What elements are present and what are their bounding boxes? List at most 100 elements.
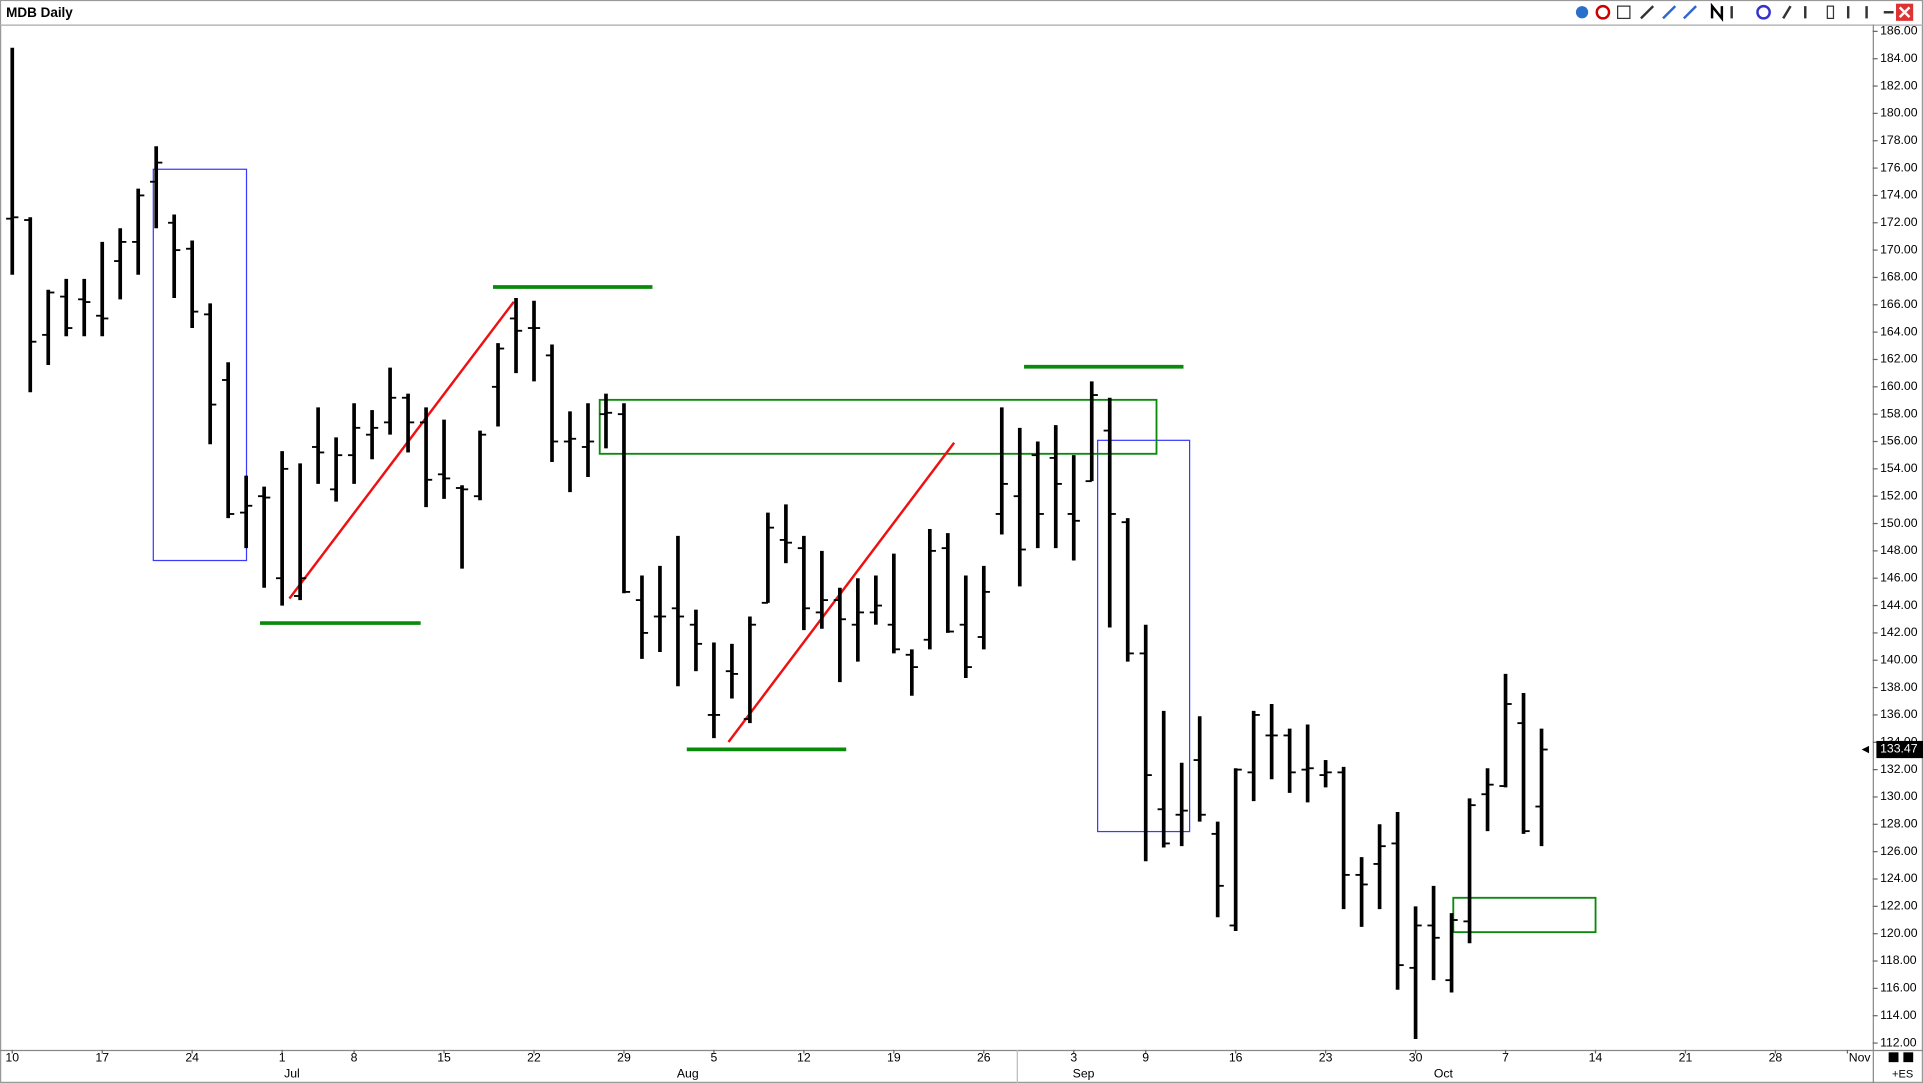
ohlc-bar bbox=[204, 303, 217, 445]
blue-box bbox=[1097, 439, 1191, 833]
y-tick-label: 172.00 bbox=[1880, 215, 1918, 229]
y-tick-label: 148.00 bbox=[1880, 543, 1918, 557]
tool-icon[interactable] bbox=[1826, 5, 1835, 20]
y-tick-label: 180.00 bbox=[1880, 106, 1918, 120]
y-tick-label: 154.00 bbox=[1880, 461, 1918, 475]
x-tick-label: 14 bbox=[1589, 1051, 1603, 1065]
tool-icon[interactable] bbox=[1595, 4, 1611, 20]
y-tick-label: 138.00 bbox=[1880, 680, 1918, 694]
ohlc-bar bbox=[1193, 716, 1206, 822]
ohlc-bar bbox=[1301, 724, 1314, 803]
ohlc-bar bbox=[995, 407, 1008, 535]
ohlc-bar bbox=[491, 343, 505, 427]
x-tick-label: 10 bbox=[5, 1051, 19, 1065]
last-price-label: 133.47 bbox=[1880, 742, 1918, 756]
ohlc-bar bbox=[132, 188, 145, 275]
blue-box bbox=[152, 168, 248, 562]
ohlc-bar bbox=[1229, 768, 1242, 931]
tool-icon[interactable] bbox=[1662, 5, 1677, 20]
ohlc-bar bbox=[815, 550, 829, 629]
ohlc-bar bbox=[923, 529, 936, 650]
ohlc-bar bbox=[1049, 425, 1062, 549]
y-tick-label: 120.00 bbox=[1880, 926, 1918, 940]
y-tick-label: 158.00 bbox=[1880, 406, 1918, 420]
y-tick-label: 176.00 bbox=[1880, 160, 1918, 174]
ohlc-bar bbox=[1427, 885, 1440, 981]
tool-icon[interactable] bbox=[1640, 5, 1655, 20]
y-tick-label: 178.00 bbox=[1880, 133, 1918, 147]
ohlc-bar bbox=[905, 649, 918, 696]
ohlc-bar bbox=[671, 535, 685, 687]
ohlc-bar bbox=[725, 643, 739, 699]
ohlc-bar bbox=[401, 393, 415, 453]
ohlc-bar bbox=[60, 278, 73, 337]
x-tick-label: 24 bbox=[185, 1051, 199, 1065]
y-tick-label: 140.00 bbox=[1880, 652, 1918, 666]
y-tick-label: 150.00 bbox=[1880, 516, 1918, 530]
x-tick-label: 3 bbox=[1070, 1051, 1077, 1065]
ohlc-bar bbox=[258, 486, 271, 588]
ohlc-bar bbox=[473, 430, 487, 501]
header-bar bbox=[1, 1, 1922, 25]
y-tick-label: 184.00 bbox=[1880, 51, 1918, 65]
ohlc-bar bbox=[1175, 762, 1188, 847]
y-tick-label: 162.00 bbox=[1880, 352, 1918, 366]
y-tick-label: 124.00 bbox=[1880, 871, 1918, 885]
ohlc-bar bbox=[635, 575, 649, 659]
ohlc-bar bbox=[293, 463, 307, 601]
ohlc-bar bbox=[779, 504, 793, 564]
ohlc-bar bbox=[168, 214, 181, 298]
ohlc-bar bbox=[1013, 427, 1026, 587]
ohlc-bar bbox=[545, 344, 559, 463]
ohlc-bar bbox=[1103, 397, 1116, 628]
x-tick-label: 28 bbox=[1769, 1051, 1783, 1065]
ohlc-bar bbox=[78, 278, 91, 337]
tool-icon[interactable] bbox=[1617, 5, 1631, 20]
x-tick-label: 30 bbox=[1409, 1051, 1423, 1065]
month-label: Aug bbox=[677, 1067, 699, 1081]
y-tick-label: 186.00 bbox=[1880, 24, 1918, 38]
tool-icon[interactable] bbox=[1710, 2, 1724, 22]
y-tick-label: 132.00 bbox=[1880, 762, 1918, 776]
tool-icon[interactable] bbox=[1756, 4, 1771, 20]
y-tick-label: 146.00 bbox=[1880, 570, 1918, 584]
ohlc-bar bbox=[1247, 710, 1260, 802]
y-tick-label: 170.00 bbox=[1880, 242, 1918, 256]
ohlc-bar bbox=[581, 403, 595, 478]
ohlc-bar bbox=[1481, 768, 1494, 832]
toolbar bbox=[1575, 2, 1914, 22]
close-icon bbox=[1898, 6, 1911, 19]
y-tick-label: 174.00 bbox=[1880, 188, 1918, 202]
x-tick-label: 5 bbox=[711, 1051, 718, 1065]
x-tick-label: 16 bbox=[1229, 1051, 1243, 1065]
ohlc-bar bbox=[509, 297, 523, 374]
ohlc-bar bbox=[383, 367, 397, 435]
ohlc-bar bbox=[1355, 857, 1368, 927]
month-label: Oct bbox=[1434, 1067, 1454, 1081]
corner-icon bbox=[1888, 1052, 1899, 1063]
x-tick-label: 29 bbox=[617, 1051, 631, 1065]
ohlc-bar bbox=[1373, 824, 1386, 910]
y-tick-label: 144.00 bbox=[1880, 598, 1918, 612]
ohlc-bar bbox=[365, 410, 379, 460]
x-tick-label: Nov bbox=[1849, 1051, 1872, 1065]
ohlc-bar bbox=[1463, 798, 1476, 944]
ohlc-bar bbox=[276, 451, 289, 606]
y-tick-label: 116.00 bbox=[1880, 981, 1917, 995]
last-price-box bbox=[1876, 740, 1923, 759]
axes: 112.00 114.00 116.00 118.00 120.00 122.00 124.… bbox=[5, 24, 1923, 1081]
y-tick-label: 114.00 bbox=[1880, 1008, 1917, 1022]
tool-icon[interactable] bbox=[1575, 6, 1589, 19]
y-tick-label: 136.00 bbox=[1880, 707, 1918, 721]
y-tick-label: 168.00 bbox=[1880, 270, 1918, 284]
month-label: Sep bbox=[1073, 1067, 1095, 1081]
ohlc-bar bbox=[1517, 693, 1530, 834]
ohlc-bar bbox=[1139, 624, 1152, 862]
chart-title: MDB Daily bbox=[6, 5, 73, 20]
trend-line bbox=[288, 300, 515, 600]
ohlc-bar bbox=[1031, 441, 1044, 549]
tool-icon[interactable] bbox=[1782, 5, 1792, 20]
tool-icon[interactable] bbox=[1682, 5, 1697, 20]
x-tick-label: 12 bbox=[797, 1051, 811, 1065]
